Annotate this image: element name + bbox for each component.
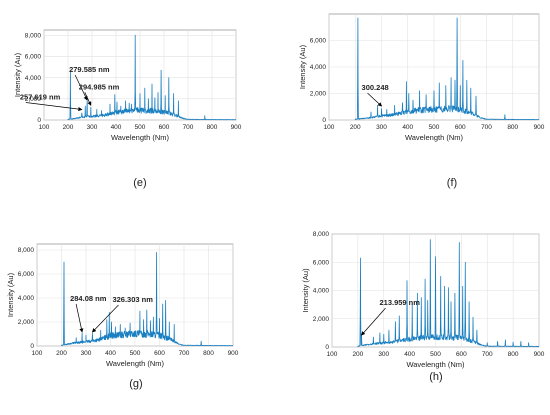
- spectrum-series: [61, 252, 234, 347]
- y-axis-label: Intensity (Au): [13, 52, 22, 97]
- x-tick-label: 200: [350, 124, 361, 131]
- panel-label: (h): [429, 371, 442, 383]
- peak-annotation-arrow: [91, 304, 119, 333]
- x-tick-label: 600: [455, 124, 466, 131]
- x-tick-label: 400: [111, 124, 122, 131]
- y-tick-label: 4,000: [310, 64, 327, 71]
- y-tick-label: 0: [37, 117, 41, 124]
- x-tick-label: 300: [87, 124, 98, 131]
- x-tick-label: 700: [481, 124, 492, 131]
- x-tick-label: 200: [352, 351, 363, 358]
- y-tick-label: 0: [322, 117, 326, 124]
- x-tick-label: 600: [456, 351, 467, 358]
- y-tick-label: 4,000: [313, 288, 330, 295]
- peak-annotation-label: 284.08 nm: [70, 294, 107, 303]
- x-tick-label: 100: [32, 350, 43, 357]
- peak-annotation-label: 326.303 nm: [112, 295, 153, 304]
- panel-g: 100 200 300 400 500 600 700 800 900 0 2,000 4,000 6,…: [6, 243, 239, 390]
- y-tick-label: 8,000: [18, 247, 35, 254]
- peak-annotation-label: 300.248: [362, 83, 389, 92]
- x-tick-label: 900: [228, 350, 239, 357]
- y-tick-label: 6,000: [313, 259, 330, 266]
- y-tick-label: 2,000: [313, 316, 330, 323]
- x-tick-label: 600: [154, 350, 165, 357]
- x-tick-label: 400: [402, 124, 413, 131]
- x-tick-label: 300: [81, 350, 92, 357]
- peak-annotation-arrow: [75, 303, 84, 333]
- x-tick-label: 800: [508, 351, 519, 358]
- x-tick-label: 400: [404, 351, 415, 358]
- x-tick-label: 100: [324, 124, 335, 131]
- y-tick-label: 2,000: [25, 96, 42, 103]
- x-tick-label: 900: [534, 124, 545, 131]
- panel-f: 100 200 300 400 500 600 700 800 900 0 2,000 4,000 6,…: [298, 13, 545, 189]
- peak-annotation-label: 279.585 nm: [69, 65, 110, 74]
- y-axis-label: Intensity (Au): [6, 272, 15, 317]
- x-tick-label: 800: [203, 350, 214, 357]
- peak-annotation-arrow: [361, 307, 386, 336]
- peak-annotation-arrow: [367, 92, 383, 107]
- x-axis-label: Wavelength (Nm): [111, 133, 170, 142]
- x-tick-label: 900: [231, 124, 242, 131]
- x-tick-label: 200: [56, 350, 67, 357]
- x-tick-label: 700: [179, 350, 190, 357]
- x-axis-label: Wavelength (Nm): [406, 360, 465, 369]
- peak-annotation-arrow: [84, 92, 92, 106]
- y-tick-label: 2,000: [18, 319, 35, 326]
- y-tick-label: 4,000: [25, 75, 42, 82]
- panel-h: 100 200 300 400 500 600 700 800 900 0 2,000 4,000 6,…: [301, 231, 545, 383]
- peak-annotation-arrow: [74, 74, 88, 101]
- x-tick-label: 500: [429, 124, 440, 131]
- y-tick-label: 4,000: [18, 295, 35, 302]
- y-tick-label: 6,000: [310, 38, 327, 45]
- y-axis-label: Intensity (Au): [301, 268, 310, 313]
- x-tick-label: 200: [63, 124, 74, 131]
- peak-annotation-label: 294.985 nm: [79, 82, 120, 91]
- spectrum-series: [357, 239, 540, 347]
- spectrum-series: [67, 34, 237, 121]
- x-tick-label: 800: [207, 124, 218, 131]
- peak-annotation-arrow: [25, 102, 83, 112]
- y-tick-label: 8,000: [313, 231, 330, 238]
- panel-label: (g): [129, 378, 142, 390]
- x-tick-label: 100: [39, 124, 50, 131]
- x-tick-label: 400: [105, 350, 116, 357]
- x-tick-label: 300: [378, 351, 389, 358]
- x-tick-label: 500: [430, 351, 441, 358]
- x-tick-label: 500: [135, 124, 146, 131]
- x-tick-label: 700: [482, 351, 493, 358]
- x-tick-label: 300: [376, 124, 387, 131]
- panel-label: (e): [133, 177, 146, 189]
- y-tick-label: 6,000: [25, 54, 42, 61]
- x-tick-label: 500: [130, 350, 141, 357]
- x-axis-label: Wavelength (Nm): [405, 133, 464, 142]
- x-tick-label: 700: [183, 124, 194, 131]
- x-axis-label: Wavelength (Nm): [106, 359, 165, 368]
- x-tick-label: 100: [327, 351, 338, 358]
- spectrum-series: [354, 17, 540, 121]
- x-tick-label: 900: [534, 351, 545, 358]
- y-tick-label: 8,000: [25, 32, 42, 39]
- panel-e: 100 200 300 400 500 600 700 800 900 0 2,000 4,000 6,…: [13, 29, 242, 189]
- x-tick-label: 800: [507, 124, 518, 131]
- y-tick-label: 6,000: [18, 271, 35, 278]
- y-tick-label: 2,000: [310, 91, 327, 98]
- y-axis-label: Intensity (Au): [298, 44, 307, 89]
- panel-label: (f): [447, 177, 457, 189]
- y-tick-label: 0: [30, 343, 34, 350]
- y-tick-label: 0: [325, 344, 329, 351]
- peak-annotation-label: 213.959 nm: [379, 298, 420, 307]
- peak-annotation-label: 257.619 nm: [20, 93, 61, 102]
- x-tick-label: 600: [159, 124, 170, 131]
